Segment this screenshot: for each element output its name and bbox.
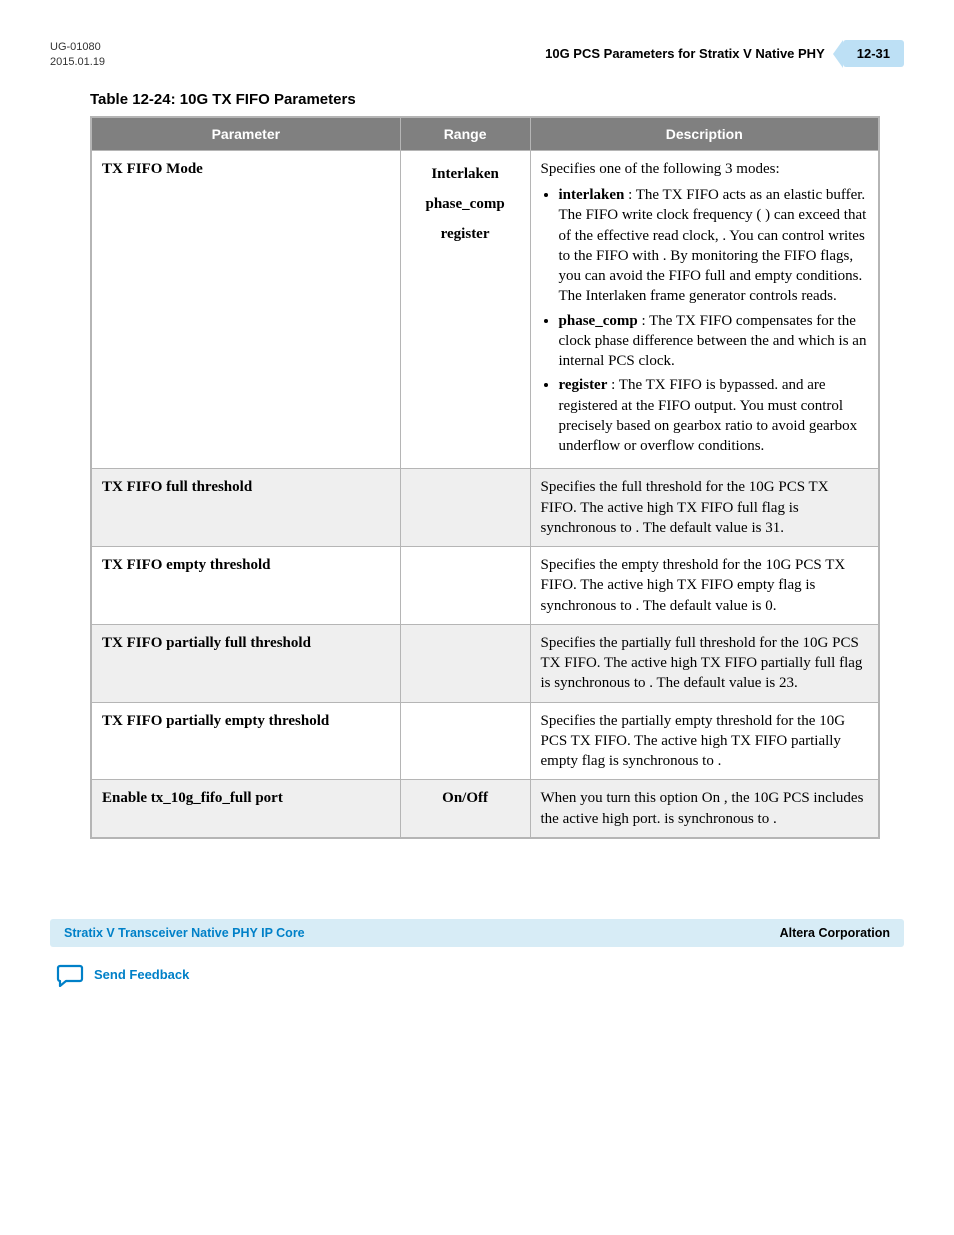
desc-text: Specifies the partially full threshold f… [541, 633, 868, 694]
table-header-row: Parameter Range Description [91, 117, 879, 151]
range-cell [400, 469, 530, 547]
col-header-description: Description [530, 117, 879, 151]
description-cell: When you turn this option On , the 10G P… [530, 780, 879, 838]
desc-bullets: interlaken : The TX FIFO acts as an elas… [541, 185, 868, 456]
table-row: Enable tx_10g_fifo_full port On/Off When y… [91, 780, 879, 838]
range-cell: On/Off [400, 780, 530, 838]
table-row: TX FIFO partially empty threshold Specifi… [91, 702, 879, 780]
range-cell [400, 624, 530, 702]
footer-right: Altera Corporation [780, 926, 890, 940]
param-cell: TX FIFO partially full threshold [91, 624, 400, 702]
description-cell: Specifies the full threshold for the 10G… [530, 469, 879, 547]
section-title: 10G PCS Parameters for Stratix V Native … [545, 46, 825, 61]
description-cell: Specifies the empty threshold for the 10… [530, 547, 879, 625]
page-header: UG-01080 2015.01.19 10G PCS Parameters f… [50, 40, 904, 71]
range-cell [400, 547, 530, 625]
desc-text: Specifies the partially empty threshold … [541, 711, 868, 772]
range-option: phase_comp [411, 189, 520, 219]
footer-bar: Stratix V Transceiver Native PHY IP Core… [50, 919, 904, 947]
param-cell: TX FIFO empty threshold [91, 547, 400, 625]
feedback-icon [56, 963, 84, 987]
range-option: Interlaken [411, 159, 520, 189]
footer-left[interactable]: Stratix V Transceiver Native PHY IP Core [64, 926, 305, 940]
description-cell: Specifies the partially empty threshold … [530, 702, 879, 780]
feedback-label: Send Feedback [94, 967, 189, 982]
range-option: register [411, 219, 520, 249]
desc-text: When you turn this option On , the 10G P… [541, 788, 868, 829]
col-header-parameter: Parameter [91, 117, 400, 151]
desc-text: Specifies the empty threshold for the 10… [541, 555, 868, 616]
send-feedback-link[interactable]: Send Feedback [56, 963, 904, 987]
doc-date: 2015.01.19 [50, 55, 105, 70]
param-cell: TX FIFO full threshold [91, 469, 400, 547]
description-cell: Specifies one of the following 3 modes: i… [530, 150, 879, 469]
col-header-range: Range [400, 117, 530, 151]
table-row: TX FIFO full threshold Specifies the full… [91, 469, 879, 547]
description-cell: Specifies the partially full threshold f… [530, 624, 879, 702]
table-title: Table 12-24: 10G TX FIFO Parameters [90, 91, 904, 108]
desc-bullet: register : The TX FIFO is bypassed. and … [559, 375, 868, 456]
table-row: TX FIFO ModeInterlakenphase_compregister… [91, 150, 879, 469]
param-cell: Enable tx_10g_fifo_full port [91, 780, 400, 838]
doc-id: UG-01080 [50, 40, 105, 55]
range-option: On/Off [411, 788, 520, 808]
param-cell: TX FIFO Mode [91, 150, 400, 469]
desc-bullet: interlaken : The TX FIFO acts as an elas… [559, 185, 868, 307]
desc-intro: Specifies one of the following 3 modes: [541, 159, 868, 179]
desc-text: Specifies the full threshold for the 10G… [541, 477, 868, 538]
desc-bullet: phase_comp : The TX FIFO compensates for… [559, 311, 868, 372]
page-number-badge: 12-31 [843, 40, 904, 67]
param-cell: TX FIFO partially empty threshold [91, 702, 400, 780]
parameters-table: Parameter Range Description TX FIFO Mode… [90, 116, 880, 839]
table-row: TX FIFO partially full threshold Specifie… [91, 624, 879, 702]
header-meta: UG-01080 2015.01.19 [50, 40, 105, 71]
range-cell: Interlakenphase_compregister [400, 150, 530, 469]
table-row: TX FIFO empty threshold Specifies the emp… [91, 547, 879, 625]
header-right: 10G PCS Parameters for Stratix V Native … [545, 40, 904, 67]
range-cell [400, 702, 530, 780]
